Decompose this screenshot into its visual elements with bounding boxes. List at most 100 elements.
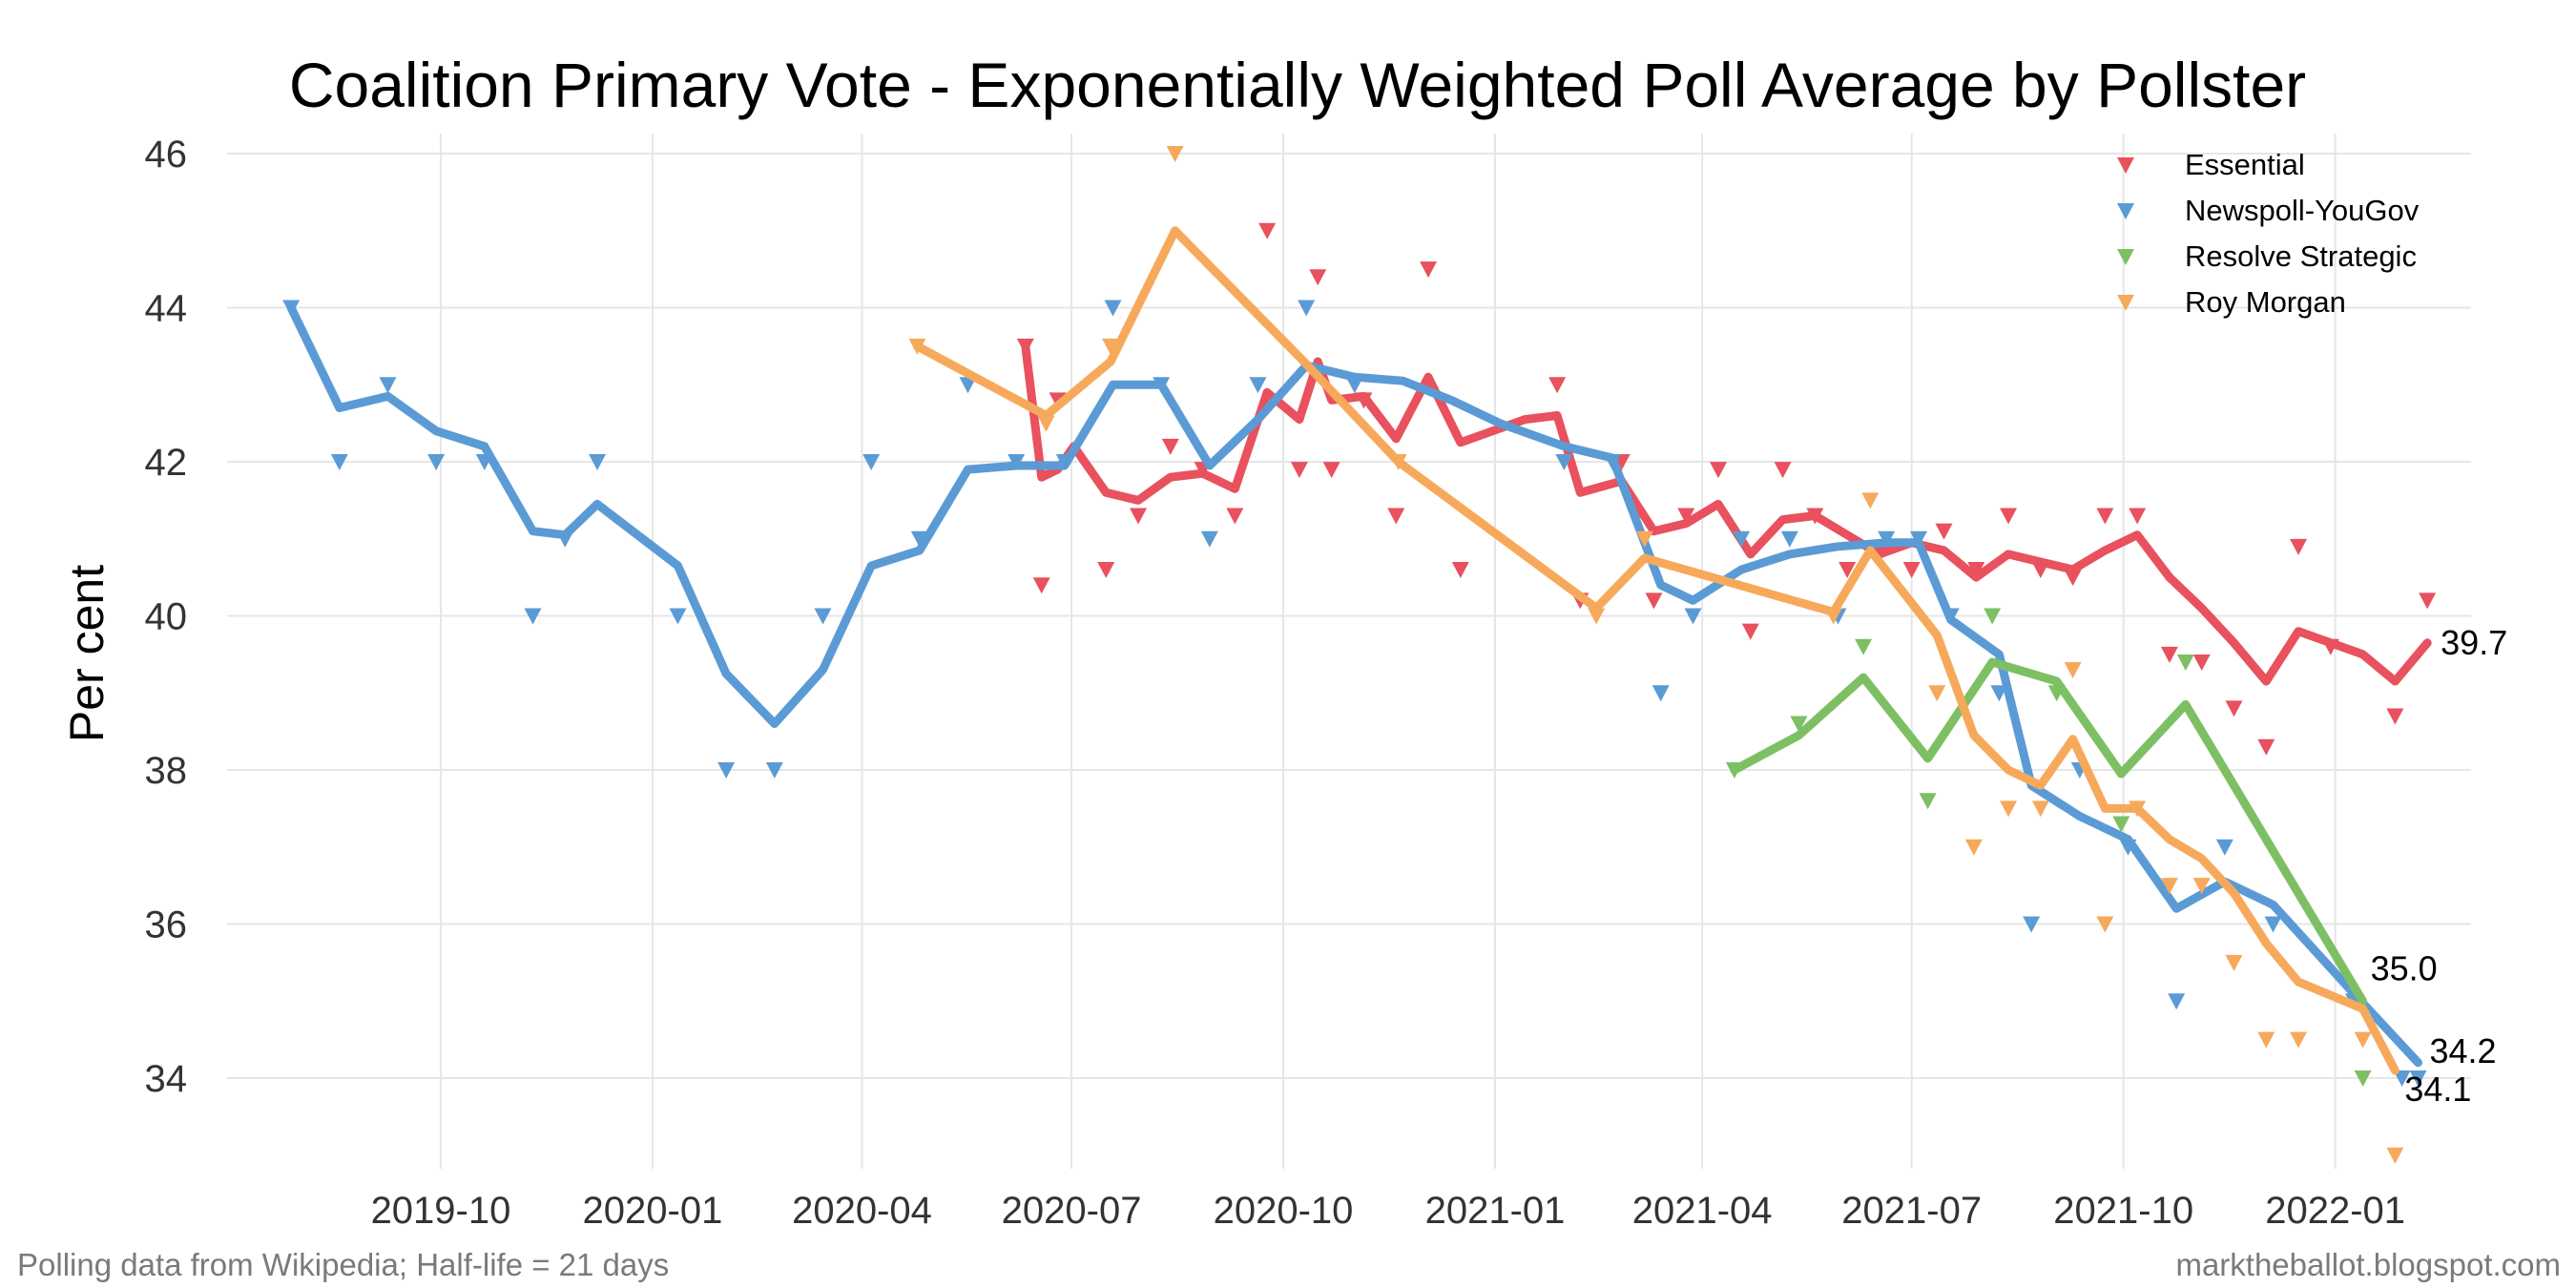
poll-marker-essential xyxy=(1645,592,1663,610)
poll-marker-resolve-strategic xyxy=(1919,793,1937,810)
poll-marker-newspoll-yougov xyxy=(2393,1070,2411,1087)
y-tick-label: 44 xyxy=(145,288,188,330)
y-axis-label: Per cent xyxy=(60,565,114,742)
series-roy-morgan: 34.1 xyxy=(908,146,2471,1164)
y-tick-label: 42 xyxy=(145,442,188,484)
legend: Essential Newspoll-YouGov Resolve Strategi… xyxy=(2117,148,2420,319)
poll-marker-roy-morgan xyxy=(1102,338,1120,355)
series-line-newspoll-yougov xyxy=(286,303,2422,1068)
poll-marker-newspoll-yougov xyxy=(2023,916,2041,933)
legend-label-roy-morgan: Roy Morgan xyxy=(2185,285,2346,319)
poll-marker-newspoll-yougov xyxy=(1555,454,1573,470)
poll-marker-essential xyxy=(1935,523,1953,540)
poll-marker-newspoll-yougov xyxy=(814,608,832,625)
poll-marker-essential xyxy=(1451,562,1469,579)
end-label-essential: 39.7 xyxy=(2441,623,2507,662)
chart-title: Coalition Primary Vote - Exponentially W… xyxy=(289,50,2306,120)
x-tick-label: 2021-04 xyxy=(1632,1190,1773,1232)
x-tick-label: 2022-01 xyxy=(2265,1190,2405,1232)
poll-marker-roy-morgan xyxy=(2386,1147,2404,1164)
poll-marker-roy-morgan xyxy=(2225,954,2243,971)
poll-marker-newspoll-yougov xyxy=(2409,1070,2427,1087)
poll-marker-newspoll-yougov xyxy=(379,377,397,394)
poll-marker-newspoll-yougov xyxy=(330,454,348,470)
poll-marker-essential xyxy=(1677,508,1695,525)
poll-marker-resolve-strategic xyxy=(2354,1070,2372,1087)
poll-marker-roy-morgan xyxy=(2000,800,2018,818)
poll-marker-essential xyxy=(2064,570,2082,587)
poll-marker-essential xyxy=(1032,577,1050,594)
poll-marker-essential xyxy=(1226,508,1244,525)
series-essential: 39.7 xyxy=(1016,222,2507,756)
poll-marker-essential xyxy=(1741,623,1759,640)
legend-marker-essential xyxy=(2117,157,2134,174)
poll-marker-essential xyxy=(1387,508,1405,525)
poll-marker-essential xyxy=(2419,592,2437,610)
poll-marker-roy-morgan xyxy=(2096,916,2114,933)
y-axis-ticks: 34 36 38 40 42 44 46 xyxy=(145,134,188,1100)
poll-marker-newspoll-yougov xyxy=(1733,530,1751,548)
poll-marker-essential xyxy=(1710,462,1728,479)
legend-label-newspoll-yougov: Newspoll-YouGov xyxy=(2185,194,2420,227)
y-tick-label: 38 xyxy=(145,750,188,792)
x-tick-label: 2021-07 xyxy=(1841,1190,1982,1232)
poll-marker-essential xyxy=(1839,562,1857,579)
x-tick-label: 2020-01 xyxy=(583,1190,723,1232)
poll-marker-essential xyxy=(1774,462,1792,479)
poll-marker-essential xyxy=(2225,700,2243,717)
y-tick-label: 36 xyxy=(145,904,188,946)
poll-marker-essential xyxy=(2129,508,2147,525)
legend-marker-resolve-strategic xyxy=(2117,249,2134,265)
poll-marker-essential xyxy=(2290,538,2308,555)
footnote-source: Polling data from Wikipedia; Half-life =… xyxy=(17,1247,669,1282)
poll-marker-essential xyxy=(1097,562,1115,579)
poll-marker-essential xyxy=(2257,738,2275,756)
poll-marker-essential xyxy=(1309,269,1327,286)
poll-marker-newspoll-yougov xyxy=(1298,300,1316,317)
poll-marker-newspoll-yougov xyxy=(862,454,881,470)
legend-label-essential: Essential xyxy=(2185,148,2305,181)
poll-marker-essential xyxy=(2096,508,2114,525)
poll-marker-roy-morgan xyxy=(1588,608,1606,625)
x-tick-label: 2020-07 xyxy=(1002,1190,1142,1232)
poll-marker-newspoll-yougov xyxy=(1780,530,1798,548)
poll-marker-essential xyxy=(1258,222,1277,239)
poll-marker-newspoll-yougov xyxy=(2264,916,2282,933)
poll-marker-essential xyxy=(2000,508,2018,525)
poll-marker-essential xyxy=(1161,438,1179,455)
poll-marker-roy-morgan xyxy=(2192,878,2211,895)
poll-marker-newspoll-yougov xyxy=(1200,530,1218,548)
series-line-resolve-strategic xyxy=(1730,657,2368,1006)
poll-marker-resolve-strategic xyxy=(1790,716,1808,733)
poll-marker-newspoll-yougov xyxy=(765,762,783,779)
poll-marker-newspoll-yougov xyxy=(589,454,607,470)
x-tick-label: 2021-10 xyxy=(2053,1190,2193,1232)
poll-marker-essential xyxy=(2192,654,2211,671)
poll-marker-resolve-strategic xyxy=(1855,638,1873,655)
poll-marker-essential xyxy=(1290,462,1308,479)
poll-marker-essential xyxy=(1420,261,1438,279)
series-resolve-strategic: 35.0 xyxy=(1725,608,2438,1087)
legend-label-resolve-strategic: Resolve Strategic xyxy=(2185,239,2417,273)
poll-marker-newspoll-yougov xyxy=(1249,377,1267,394)
poll-marker-newspoll-yougov xyxy=(1652,685,1670,702)
x-tick-label: 2019-10 xyxy=(371,1190,511,1232)
poll-marker-essential xyxy=(2386,708,2404,725)
poll-marker-roy-morgan xyxy=(1166,146,1184,162)
poll-marker-roy-morgan xyxy=(1861,492,1880,509)
poll-marker-newspoll-yougov xyxy=(717,762,736,779)
poll-marker-resolve-strategic xyxy=(2176,654,2194,671)
end-label-newspoll-yougov: 34.2 xyxy=(2430,1031,2497,1070)
legend-marker-roy-morgan xyxy=(2117,295,2134,311)
x-tick-label: 2020-04 xyxy=(792,1190,932,1232)
grid xyxy=(227,134,2471,1169)
x-axis-ticks: 2019-10 2020-01 2020-04 2020-07 2020-10 2021-… xyxy=(371,1190,2405,1232)
poll-marker-newspoll-yougov xyxy=(2168,993,2186,1010)
poll-marker-roy-morgan xyxy=(2064,662,2082,679)
poll-marker-essential xyxy=(1967,562,1985,579)
end-label-roy-morgan: 34.1 xyxy=(2404,1070,2471,1109)
poll-marker-roy-morgan xyxy=(2160,878,2178,895)
series-newspoll-yougov: 34.2 xyxy=(282,300,2497,1087)
poll-marker-newspoll-yougov xyxy=(524,608,542,625)
poll-marker-roy-morgan xyxy=(2290,1031,2308,1049)
